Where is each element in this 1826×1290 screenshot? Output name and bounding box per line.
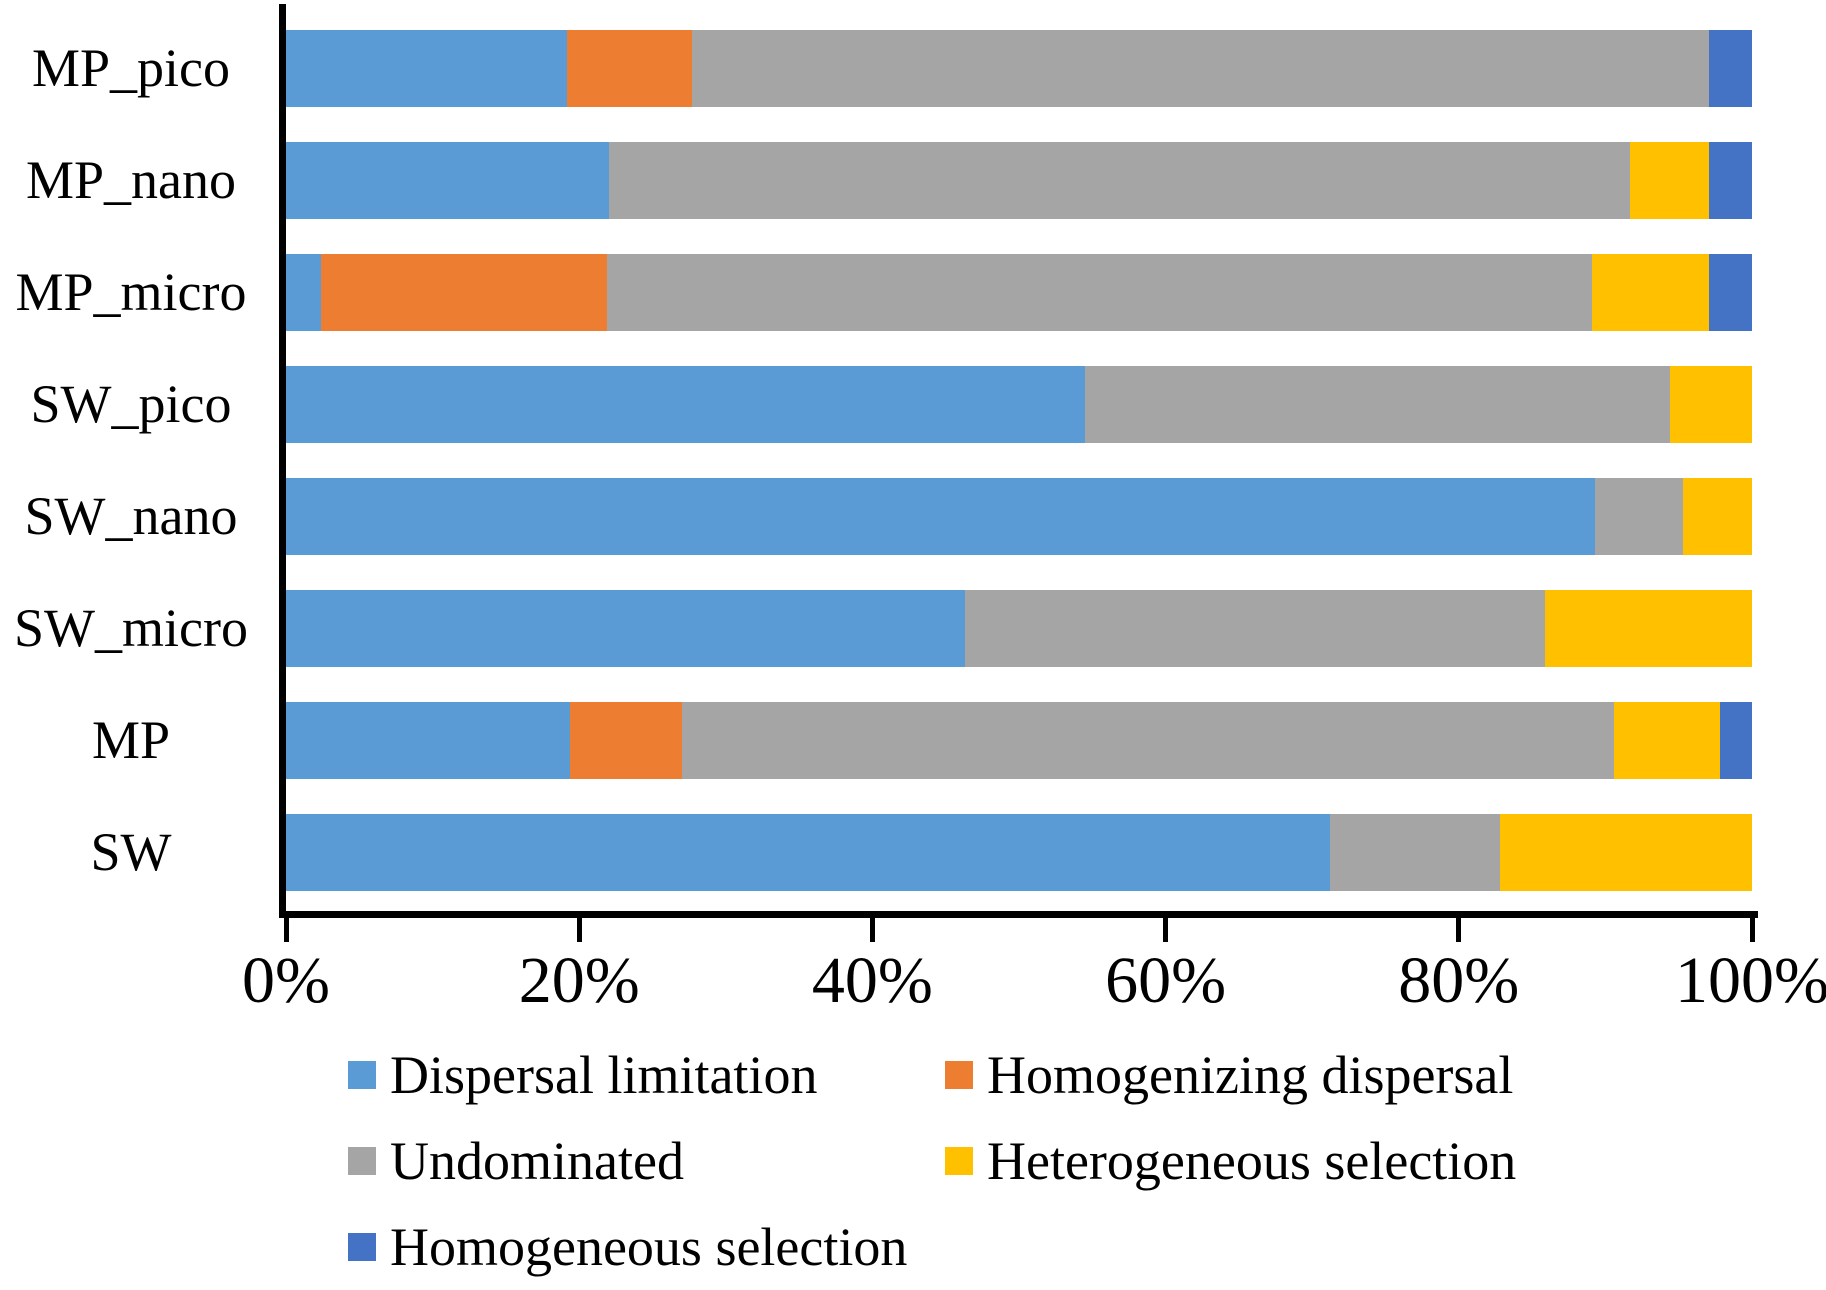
legend-label: Heterogeneous selection	[987, 1131, 1517, 1191]
bar-track	[286, 701, 1752, 779]
legend-item-homogeneous-selection: Homogeneous selection	[348, 1220, 945, 1274]
x-axis-tick-label: 100%	[1675, 944, 1826, 1017]
bar-row-mp-nano: MP_nano	[0, 124, 1752, 236]
bar-segment-homogenizing-dispersal	[321, 253, 608, 331]
x-axis-tick-mark	[1163, 918, 1169, 942]
bar-segment-homogenizing-dispersal	[567, 29, 693, 107]
bar-segment-undominated	[1329, 813, 1500, 891]
category-label: SW_nano	[24, 486, 238, 546]
bar-segment-homogeneous-selection	[1709, 141, 1752, 219]
x-axis-tick-mark	[283, 918, 289, 942]
legend-swatch-undominated-icon	[348, 1147, 376, 1175]
x-axis-tick-label: 0%	[242, 944, 330, 1017]
bar-row-sw-micro: SW_micro	[0, 572, 1752, 684]
bar-row-sw-nano: SW_nano	[0, 460, 1752, 572]
category-label: MP_micro	[15, 262, 247, 322]
bar-segment-dispersal-limitation	[286, 813, 1330, 891]
bar-segment-dispersal-limitation	[286, 253, 322, 331]
bar-segment-homogenizing-dispersal	[570, 701, 682, 779]
legend-label: Undominated	[390, 1131, 684, 1191]
legend-item-dispersal-limitation: Dispersal limitation	[348, 1048, 945, 1102]
bar-segment-undominated	[964, 589, 1546, 667]
bar-segment-heterogeneous-selection	[1669, 365, 1752, 443]
legend-swatch-homogeneous-selection-icon	[348, 1233, 376, 1261]
bar-track	[286, 589, 1752, 667]
bar-segment-undominated	[681, 701, 1615, 779]
bar-segment-undominated	[608, 141, 1631, 219]
bar-segment-dispersal-limitation	[286, 701, 571, 779]
bar-segment-heterogeneous-selection	[1614, 701, 1720, 779]
legend-swatch-homogenizing-dispersal-icon	[945, 1061, 973, 1089]
plot-area: MP_pico MP_nano MP_micro SW_pico SW_nano SW_m…	[0, 12, 1752, 908]
bar-segment-undominated	[1595, 477, 1684, 555]
bar-segment-heterogeneous-selection	[1545, 589, 1752, 667]
legend-item-undominated: Undominated	[348, 1134, 945, 1188]
legend-item-homogenizing-dispersal: Homogenizing dispersal	[945, 1048, 1513, 1102]
category-label: SW_micro	[14, 598, 248, 658]
x-axis-tick-mark	[1456, 918, 1462, 942]
category-label: SW	[90, 822, 172, 882]
legend-swatch-heterogeneous-selection-icon	[945, 1147, 973, 1175]
legend-item-heterogeneous-selection: Heterogeneous selection	[945, 1134, 1516, 1188]
x-axis-tick-label: 60%	[1105, 944, 1227, 1017]
bar-track	[286, 477, 1752, 555]
bar-segment-undominated	[692, 29, 1710, 107]
legend: Dispersal limitation Homogenizing dispers…	[348, 1042, 1516, 1290]
bar-segment-homogeneous-selection	[1709, 253, 1752, 331]
bar-row-mp: MP	[0, 684, 1752, 796]
x-axis-tick-label: 20%	[518, 944, 640, 1017]
x-axis-line	[279, 911, 1758, 918]
legend-row: Homogeneous selection	[348, 1214, 1516, 1280]
bar-segment-undominated	[607, 253, 1593, 331]
legend-label: Dispersal limitation	[390, 1045, 818, 1105]
bar-track	[286, 365, 1752, 443]
bar-track	[286, 253, 1752, 331]
legend-swatch-dispersal-limitation-icon	[348, 1061, 376, 1089]
bar-track	[286, 29, 1752, 107]
bar-segment-heterogeneous-selection	[1592, 253, 1710, 331]
x-axis-tick-mark	[869, 918, 875, 942]
bar-row-sw: SW	[0, 796, 1752, 908]
bar-segment-dispersal-limitation	[286, 589, 965, 667]
legend-label: Homogenizing dispersal	[987, 1045, 1514, 1105]
bar-row-mp-pico: MP_pico	[0, 12, 1752, 124]
x-axis-tick-mark	[1749, 918, 1755, 942]
x-axis-tick-label: 40%	[811, 944, 933, 1017]
x-axis-tick-label: 80%	[1398, 944, 1520, 1017]
bar-track	[286, 141, 1752, 219]
category-label: MP_pico	[31, 38, 231, 98]
bar-segment-heterogeneous-selection	[1630, 141, 1710, 219]
bar-segment-heterogeneous-selection	[1499, 813, 1752, 891]
y-axis-line	[279, 4, 286, 918]
category-label: MP_nano	[25, 150, 236, 210]
legend-label: Homogeneous selection	[390, 1217, 908, 1277]
bar-row-sw-pico: SW_pico	[0, 348, 1752, 460]
bar-segment-dispersal-limitation	[286, 141, 609, 219]
x-axis-tick-mark	[576, 918, 582, 942]
bar-segment-homogeneous-selection	[1719, 701, 1752, 779]
category-label: MP	[91, 710, 171, 770]
category-label: SW_pico	[30, 374, 232, 434]
bar-segment-dispersal-limitation	[286, 365, 1085, 443]
bar-track	[286, 813, 1752, 891]
bar-segment-undominated	[1084, 365, 1670, 443]
legend-row: Dispersal limitation Homogenizing dispers…	[348, 1042, 1516, 1108]
bar-segment-dispersal-limitation	[286, 477, 1596, 555]
bar-segment-heterogeneous-selection	[1683, 477, 1752, 555]
bar-segment-dispersal-limitation	[286, 29, 568, 107]
legend-row: Undominated Heterogeneous selection	[348, 1128, 1516, 1194]
bar-row-mp-micro: MP_micro	[0, 236, 1752, 348]
bar-segment-homogeneous-selection	[1709, 29, 1752, 107]
